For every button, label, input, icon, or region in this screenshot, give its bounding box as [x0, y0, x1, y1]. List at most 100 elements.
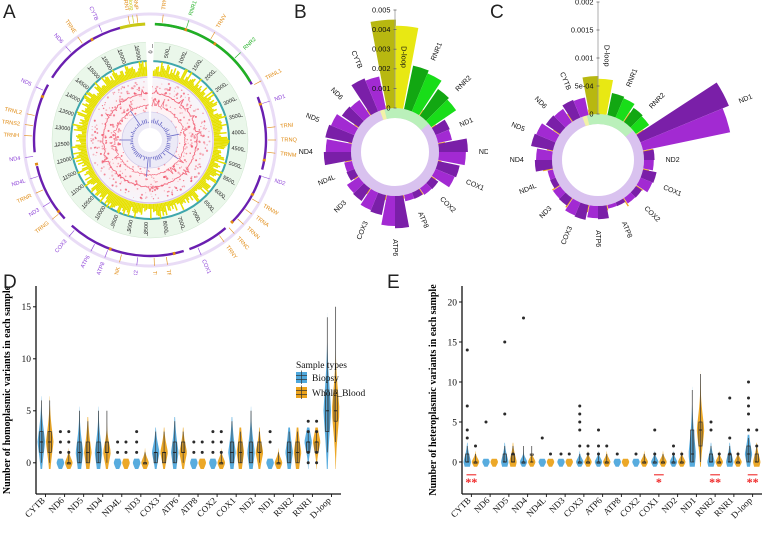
svg-text:COX1: COX1: [662, 184, 682, 198]
violin-shape: [209, 459, 217, 469]
svg-text:COX2: COX2: [643, 205, 662, 224]
violin-shape: [557, 459, 564, 467]
outlier-point: [672, 445, 675, 448]
outlier-point: [747, 429, 750, 432]
svg-text:ND6: ND6: [329, 87, 344, 102]
significance-mark: **: [747, 475, 759, 489]
outlier-point: [67, 430, 70, 433]
svg-text:ND3: ND3: [333, 200, 348, 215]
svg-text:ATP8: ATP8: [620, 221, 633, 239]
svg-text:ATP6: ATP6: [391, 239, 398, 256]
svg-text:TRNV: TRNV: [215, 13, 228, 29]
violin-shape: [190, 459, 198, 469]
outlier-point: [59, 441, 62, 444]
outlier-point: [269, 441, 272, 444]
outlier-point: [587, 453, 590, 456]
x-tick-label: COX1: [637, 495, 661, 519]
outlier-point: [710, 429, 713, 432]
svg-text:ND4: ND4: [9, 156, 21, 164]
violin-shape: [57, 459, 65, 469]
x-tick-label: RNR2: [693, 495, 716, 518]
svg-text:ATP6: ATP6: [594, 230, 601, 247]
outlier-point: [269, 430, 272, 433]
x-tick-label: ND4L: [524, 495, 547, 518]
svg-text:TRNL2: TRNL2: [4, 107, 23, 117]
svg-text:COX2: COX2: [438, 196, 457, 215]
svg-text:CYTB: CYTB: [87, 6, 99, 22]
outlier-point: [124, 451, 127, 454]
x-tick-label: ND2: [237, 495, 256, 514]
panel-b-letter: B: [294, 2, 307, 24]
svg-text:ND2: ND2: [479, 149, 488, 156]
violin-shape: [133, 459, 141, 469]
svg-text:COX1: COX1: [465, 179, 485, 193]
svg-text:TRNA: TRNA: [254, 215, 270, 229]
svg-text:4000: 4000: [232, 130, 244, 137]
outlier-point: [220, 441, 223, 444]
significance-mark: *: [656, 475, 662, 489]
violin-shape: [482, 459, 489, 467]
outlier-point: [718, 453, 721, 456]
svg-text:RNR2: RNR2: [455, 75, 474, 94]
svg-text:ND5: ND5: [510, 121, 526, 133]
svg-text:CYTB: CYTB: [349, 50, 363, 70]
outlier-point: [597, 429, 600, 432]
outlier-point: [211, 430, 214, 433]
legend-title: Sample types: [296, 361, 347, 371]
legend-label: Whole_Blood: [312, 389, 366, 399]
significance-mark: **: [465, 475, 477, 489]
svg-text:TRNE: TRNE: [63, 19, 77, 35]
outlier-point: [568, 453, 571, 456]
x-tick-label: RNR2: [271, 495, 294, 518]
outlier-point: [220, 430, 223, 433]
svg-text:0.002: 0.002: [575, 0, 594, 6]
panel-d-letter: D: [3, 272, 17, 294]
svg-text:RNR2: RNR2: [648, 92, 667, 111]
svg-text:ND4L: ND4L: [11, 178, 26, 188]
svg-text:RNR1: RNR1: [430, 42, 444, 62]
outlier-point: [672, 453, 675, 456]
outlier-point: [522, 317, 525, 320]
svg-text:COX3: COX3: [54, 239, 68, 255]
outlier-point: [124, 441, 127, 444]
svg-text:0: 0: [452, 458, 457, 468]
svg-text:0.0015: 0.0015: [571, 25, 594, 34]
outlier-point: [307, 420, 310, 423]
panel-a-letter: A: [3, 2, 16, 24]
svg-text:CYTB: CYTB: [558, 71, 572, 91]
svg-text:15: 15: [448, 338, 458, 348]
outlier-point: [560, 453, 563, 456]
svg-text:0.001: 0.001: [372, 84, 391, 93]
outlier-point: [512, 453, 515, 456]
outlier-point: [192, 451, 195, 454]
svg-text:ND4: ND4: [299, 149, 313, 156]
svg-text:ND4: ND4: [510, 157, 524, 164]
outlier-point: [315, 420, 318, 423]
x-tick-label: CYTB: [449, 495, 473, 519]
outlier-point: [211, 451, 214, 454]
outlier-point: [616, 453, 619, 456]
x-tick-label: ND4L: [100, 495, 123, 518]
svg-text:10: 10: [448, 378, 458, 388]
outlier-point: [503, 413, 506, 416]
x-tick-label: COX2: [618, 495, 642, 519]
svg-text:0.002: 0.002: [372, 64, 391, 73]
svg-text:ND1: ND1: [274, 94, 287, 103]
outlier-point: [587, 445, 590, 448]
x-tick-label: ND2: [660, 495, 679, 514]
svg-text:5: 5: [26, 407, 31, 417]
outlier-point: [67, 441, 70, 444]
svg-text:D-loop: D-loop: [603, 45, 612, 67]
outlier-point: [728, 397, 731, 400]
panel-c-letter: C: [490, 2, 504, 24]
svg-text:ND2: ND2: [273, 178, 286, 187]
outlier-point: [549, 453, 552, 456]
outlier-point: [597, 445, 600, 448]
svg-text:TRNG: TRNG: [34, 221, 50, 236]
outlier-point: [201, 441, 204, 444]
svg-text:COX3: COX3: [560, 225, 574, 245]
x-tick-label: D-loop: [308, 495, 333, 520]
